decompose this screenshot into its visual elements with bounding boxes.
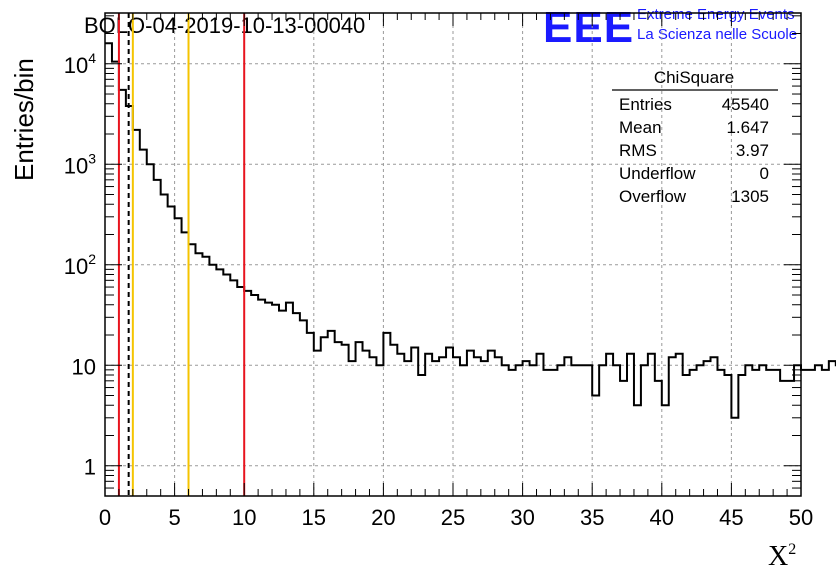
eee-logo-line1: Extreme Energy Events <box>637 6 795 23</box>
x-tick-label: 10 <box>232 505 256 530</box>
y-tick-base: 1 <box>84 455 96 480</box>
x-tick-label: 15 <box>302 505 326 530</box>
y-axis-title: Entries/bin <box>9 58 39 181</box>
stats-value: 45540 <box>722 95 769 114</box>
x-axis-title-base: X <box>768 541 788 572</box>
y-tick-label: 10 <box>72 354 96 379</box>
eee-logo-line2: La Scienza nelle Scuole <box>637 26 797 43</box>
cut-lines <box>117 13 246 496</box>
x-tick-label: 50 <box>789 505 813 530</box>
x-tick-labels: 0 5 10 15 20 25 30 35 40 45 50 <box>99 505 813 530</box>
stats-value: 0 <box>760 164 769 183</box>
x-tick-label: 45 <box>719 505 743 530</box>
stats-value: 3.97 <box>736 141 769 160</box>
stats-box-title: ChiSquare <box>654 68 734 87</box>
stats-label: Mean <box>619 118 662 137</box>
x-tick-label: 35 <box>580 505 604 530</box>
y-tick-base: 10 <box>64 254 88 279</box>
stats-box: ChiSquare Entries 45540 Mean 1.647 RMS 3.97 Un… <box>612 68 778 206</box>
stats-value: 1.647 <box>726 118 769 137</box>
eee-logo-text: EEE <box>543 3 634 52</box>
x-tick-label: 20 <box>371 505 395 530</box>
y-tick-label: 1 <box>84 455 96 480</box>
y-tick-base: 10 <box>64 153 88 178</box>
stats-label: Underflow <box>619 164 696 183</box>
y-tick-exponent: 3 <box>88 150 96 166</box>
y-tick-label: 103 <box>64 150 96 178</box>
y-tick-label: 104 <box>64 50 96 78</box>
y-tick-base: 10 <box>72 354 96 379</box>
x-axis-title-exp: 2 <box>788 541 796 558</box>
stats-label: Entries <box>619 95 672 114</box>
chart-title: BOLO-04-2019-10-13-00040 <box>84 13 365 38</box>
histogram <box>105 42 836 419</box>
y-tick-base: 10 <box>64 53 88 78</box>
stats-value: 1305 <box>731 187 769 206</box>
x-tick-label: 5 <box>168 505 180 530</box>
x-tick-label: 25 <box>441 505 465 530</box>
x-tick-label: 40 <box>650 505 674 530</box>
x-tick-label: 0 <box>99 505 111 530</box>
y-tick-label: 102 <box>64 251 96 279</box>
axes <box>104 12 802 497</box>
grid <box>105 13 801 496</box>
stats-box-rows: Entries 45540 Mean 1.647 RMS 3.97 Underflow 0 Ov… <box>619 95 769 206</box>
x-axis-title: X2 <box>768 541 796 572</box>
eee-logo: EEE Extreme Energy Events La Scienza nel… <box>543 3 797 52</box>
stats-label: Overflow <box>619 187 687 206</box>
y-tick-exponent: 2 <box>88 251 96 267</box>
stats-label: RMS <box>619 141 657 160</box>
y-tick-exponent: 4 <box>88 50 96 66</box>
x-tick-label: 30 <box>510 505 534 530</box>
histogram-outline <box>105 42 836 419</box>
